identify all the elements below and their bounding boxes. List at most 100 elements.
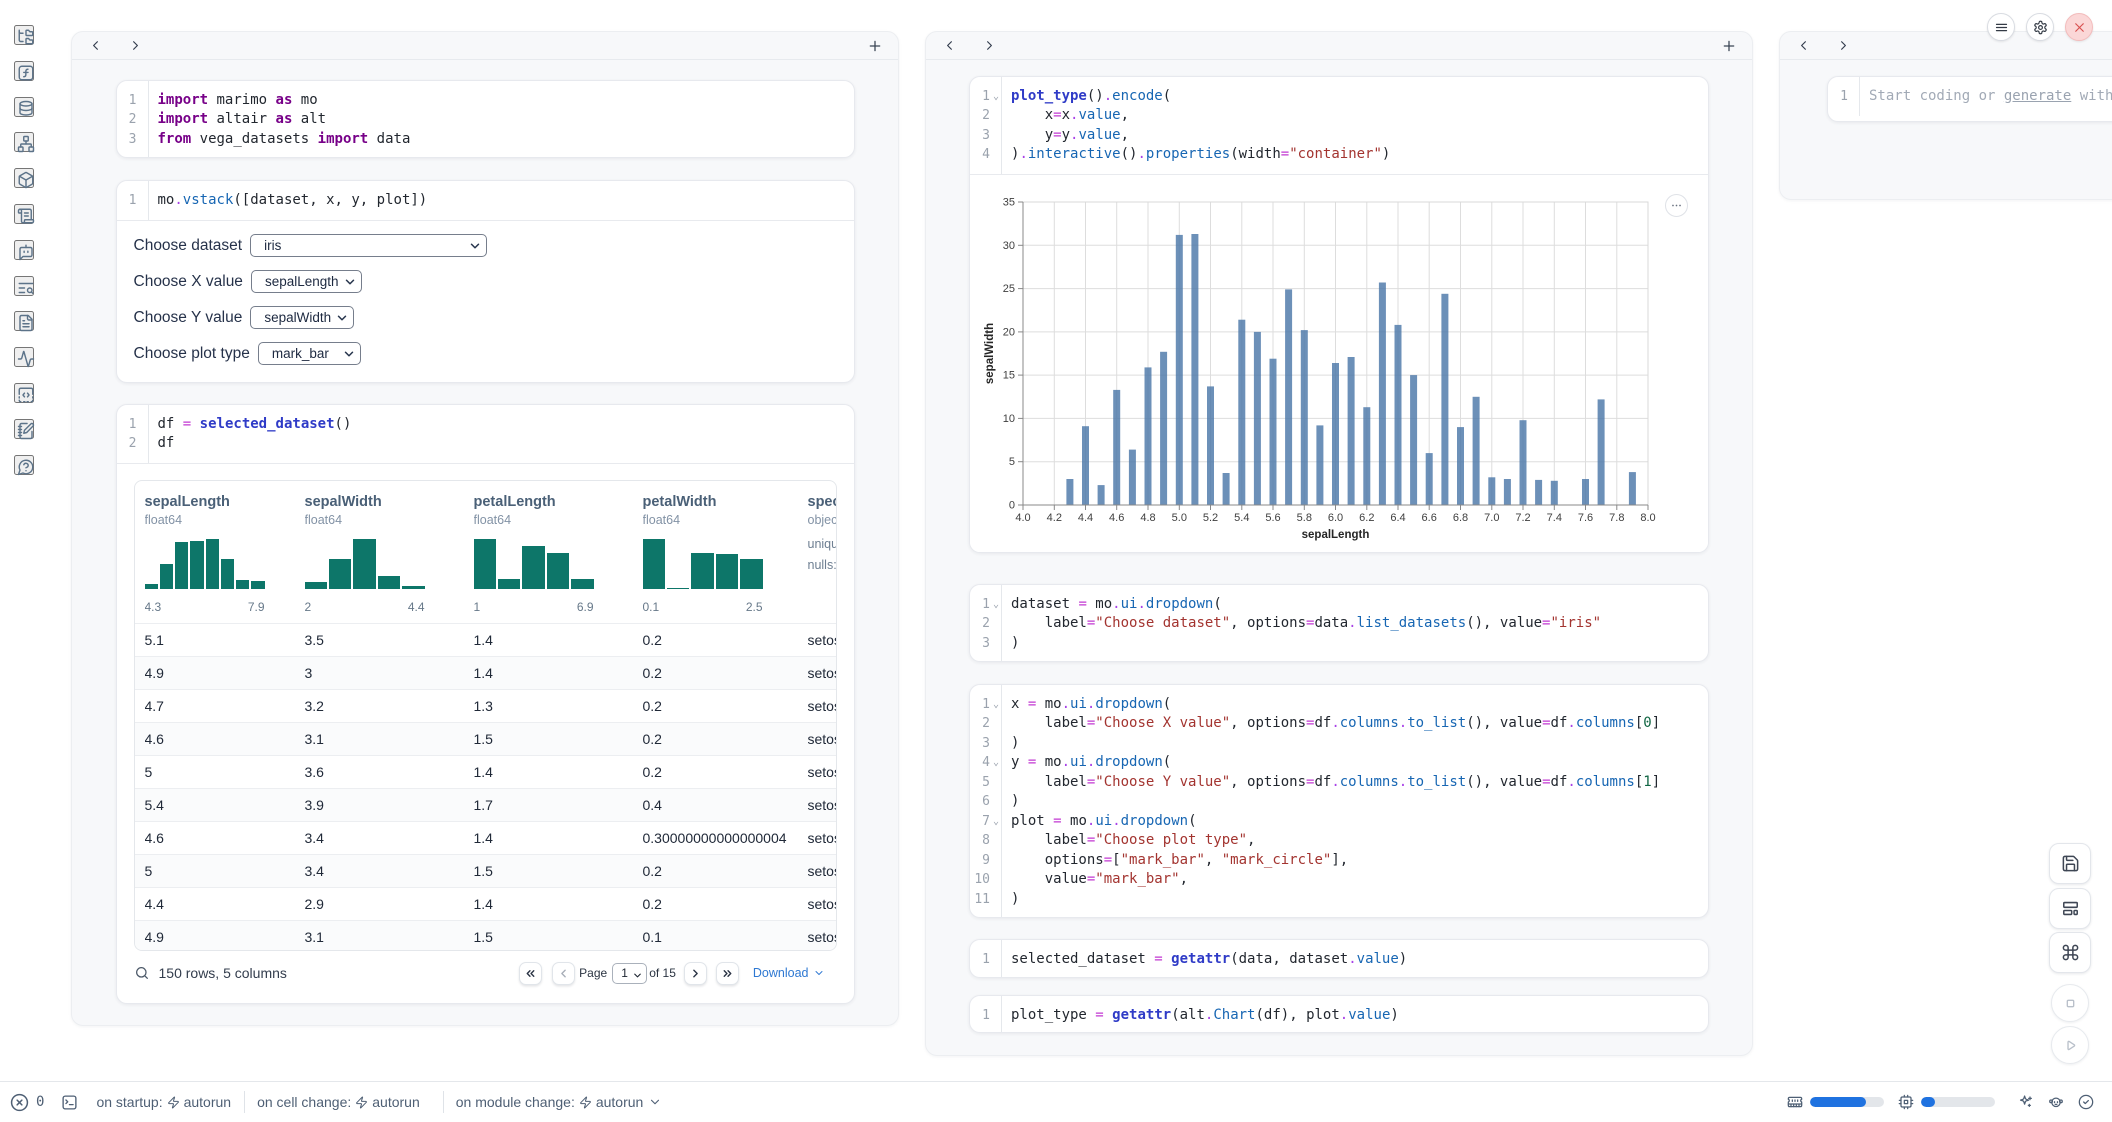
menu-button[interactable]: [1987, 13, 2015, 41]
table-row[interactable]: 4.4 2.9 1.4 0.2 setosa: [134, 887, 836, 920]
cell-editor[interactable]: 1 Start coding or generate with AI: [1828, 77, 2112, 116]
column-1-add-cell-button[interactable]: [862, 34, 888, 58]
sidebar-notebook-pen-icon[interactable]: [14, 418, 35, 440]
dropdown-choose-plot-type[interactable]: mark_bar: [257, 342, 361, 365]
check-circle-icon[interactable]: [2078, 1094, 2094, 1110]
control-label: Choose Y value: [133, 308, 243, 326]
shutdown-button[interactable]: [2065, 13, 2093, 41]
sidebar-file-text-icon[interactable]: [14, 311, 34, 332]
sidebar-bot-message-icon[interactable]: [14, 239, 34, 261]
run-button[interactable]: [2051, 1026, 2089, 1064]
table-column-header[interactable]: petalWidth float64 0.1 2.5: [642, 481, 798, 623]
column-2-add-cell-button[interactable]: [1716, 34, 1742, 58]
cell-editor[interactable]: 1 ⌄ x = mo.ui.dropdown(2 label="Choose X v…: [970, 685, 1708, 917]
save-button[interactable]: [2049, 843, 2091, 884]
column-2-prev-button[interactable]: [936, 34, 962, 58]
cell-editor[interactable]: 1 df = selected_dataset() 2 df: [117, 405, 854, 463]
cell-editor[interactable]: 1 mo.vstack([dataset, x, y, plot]): [117, 181, 854, 220]
table-row[interactable]: 4.9 3 1.4 0.2 setosa: [134, 656, 836, 689]
table-column-header[interactable]: petalLength float64 1 6.9: [473, 481, 629, 623]
sidebar-network-icon[interactable]: [14, 132, 35, 153]
table-row[interactable]: 4.6 3.4 1.4 0.30000000000000004 setosa: [134, 821, 836, 854]
terminal-icon[interactable]: [61, 1094, 78, 1111]
memory-icon[interactable]: [1787, 1094, 1803, 1110]
table-row[interactable]: 4.7 3.2 1.3 0.2 setosa: [134, 689, 836, 722]
cell-editor[interactable]: 1 ⌄ plot_type().encode(2 x=x.value, 3 y=y.v…: [970, 77, 1708, 174]
chart-menu-button[interactable]: [1665, 194, 1688, 217]
table-column-header[interactable]: species object unique:nulls:: [808, 481, 836, 623]
sidebar-folder-tree-icon[interactable]: [14, 25, 34, 45]
notebook-cell[interactable]: 1 selected_dataset = getattr(data, datase…: [969, 939, 1709, 978]
table-row[interactable]: 5 3.4 1.5 0.2 setosa: [134, 854, 836, 887]
zap-icon[interactable]: [355, 1096, 368, 1109]
notebook-cell[interactable]: 1 df = selected_dataset() 2 df sepalLength fl…: [115, 404, 855, 1004]
cell-editor[interactable]: 1 ⌄ dataset = mo.ui.dropdown(2 label="Choo…: [970, 585, 1708, 661]
table-column-header[interactable]: sepalWidth float64 2 4.4: [304, 481, 460, 623]
first-page-button[interactable]: [519, 961, 543, 985]
next-page-button[interactable]: [683, 961, 707, 985]
sidebar-package-icon[interactable]: [14, 168, 34, 189]
column-3-next-button[interactable]: [1830, 34, 1856, 58]
table-column-header[interactable]: sepalLength float64 4.3 7.9: [144, 481, 300, 623]
table-row[interactable]: 5 3.6 1.4 0.2 setosa: [134, 755, 836, 788]
prev-page-button[interactable]: [552, 961, 576, 985]
notebook-cell[interactable]: 1 ⌄ x = mo.ui.dropdown(2 label="Choose X v…: [969, 684, 1709, 918]
sidebar-help-circle-icon[interactable]: [14, 454, 34, 475]
code-text: options=["mark_bar", "mark_circle"],: [1011, 851, 1349, 868]
autorun-value[interactable]: autorun: [372, 1094, 420, 1110]
sidebar-function-square-icon[interactable]: [14, 60, 34, 81]
fold-chevron-icon[interactable]: ⌄: [992, 90, 1000, 102]
notebook-cell[interactable]: 1 import marimo as mo 2 import altair as al…: [115, 80, 855, 158]
cell-editor[interactable]: 1 import marimo as mo 2 import altair as al…: [117, 81, 854, 157]
zap-icon[interactable]: [167, 1096, 180, 1109]
notebook-cell[interactable]: 1 ⌄ plot_type().encode(2 x=x.value, 3 y=y.v…: [969, 76, 1709, 553]
table-row[interactable]: 5.1 3.5 1.4 0.2 setosa: [134, 623, 836, 656]
column-2-next-button[interactable]: [976, 34, 1002, 58]
sparkles-icon[interactable]: [2018, 1094, 2034, 1110]
sidebar-database-icon[interactable]: [14, 96, 34, 117]
fold-chevron-icon[interactable]: ⌄: [992, 598, 1000, 610]
download-button[interactable]: Download: [753, 966, 825, 980]
bar: [1097, 485, 1105, 505]
notebook-cell[interactable]: 1 ⌄ dataset = mo.ui.dropdown(2 label="Choo…: [969, 584, 1709, 662]
fold-chevron-icon[interactable]: ⌄: [992, 815, 1000, 827]
stop-button[interactable]: [2051, 984, 2089, 1022]
circle-x-icon[interactable]: [10, 1093, 29, 1112]
bot-face-icon[interactable]: [2048, 1094, 2064, 1110]
notebook-cell[interactable]: 1 plot_type = getattr(alt.Chart(df), plot…: [969, 995, 1709, 1033]
notebook-cell[interactable]: 1 mo.vstack([dataset, x, y, plot]) Choose …: [115, 180, 855, 383]
autorun-value[interactable]: autorun: [183, 1094, 232, 1110]
keyboard-shortcuts-button[interactable]: [2049, 932, 2091, 973]
search-icon[interactable]: [134, 965, 150, 981]
table-row[interactable]: 4.9 3.1 1.5 0.1 setosa: [134, 920, 836, 950]
autorun-value[interactable]: autorun: [595, 1094, 644, 1110]
column-1-next-button[interactable]: [122, 34, 148, 58]
sidebar-snippets-icon[interactable]: [14, 383, 34, 403]
code-text: y=y.value,: [1011, 126, 1130, 143]
table-row[interactable]: 5.4 3.9 1.7 0.4 setosa: [134, 788, 836, 821]
table-row[interactable]: 4.6 3.1 1.5 0.2 setosa: [134, 722, 836, 755]
column-1-prev-button[interactable]: [82, 34, 108, 58]
fold-chevron-icon[interactable]: ⌄: [992, 757, 1000, 768]
cpu-icon[interactable]: [1898, 1094, 1914, 1110]
sidebar-list-search-icon[interactable]: [14, 275, 34, 296]
notebook-cell[interactable]: 1 Start coding or generate with AI: [1827, 76, 2112, 122]
zap-icon[interactable]: [579, 1096, 592, 1109]
sidebar-activity-icon[interactable]: [14, 347, 35, 368]
layout-toggle-button[interactable]: [2049, 888, 2091, 929]
cell-editor[interactable]: 1 selected_dataset = getattr(data, datase…: [970, 940, 1708, 977]
dropdown-choose-x-value[interactable]: sepalLength: [250, 270, 362, 293]
dropdown-choose-y-value[interactable]: sepalWidth: [250, 306, 355, 329]
dropdown-choose-dataset[interactable]: iris: [250, 234, 488, 257]
settings-button[interactable]: [2026, 13, 2054, 41]
line-number: 3: [982, 127, 990, 143]
last-page-button[interactable]: [715, 961, 739, 985]
table-cell: 4.6: [144, 830, 164, 846]
column-3-prev-button[interactable]: [1790, 34, 1816, 58]
page-select[interactable]: 1: [612, 962, 648, 984]
fold-chevron-icon[interactable]: ⌄: [992, 698, 1000, 710]
x-tick-label: 6.2: [1359, 512, 1374, 524]
chevron-down-icon[interactable]: [648, 1095, 662, 1109]
sidebar-scroll-text-icon[interactable]: [14, 204, 35, 224]
cell-editor[interactable]: 1 plot_type = getattr(alt.Chart(df), plot…: [970, 996, 1708, 1032]
